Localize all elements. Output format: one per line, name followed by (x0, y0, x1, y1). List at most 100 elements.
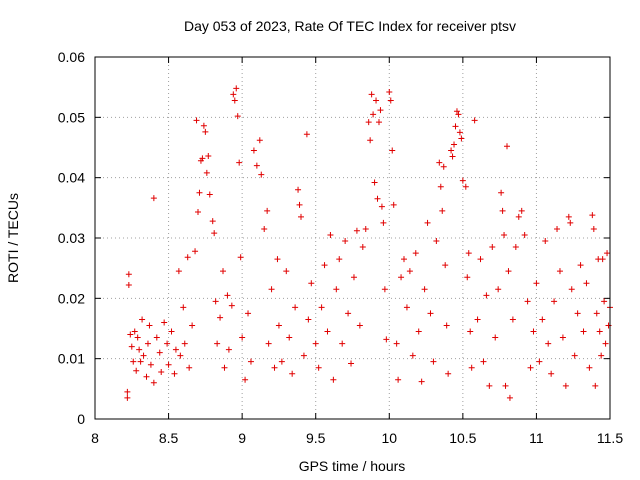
data-point (165, 361, 172, 368)
data-point (239, 334, 246, 341)
data-point (124, 388, 131, 395)
data-point (468, 364, 475, 371)
data-point (275, 322, 282, 329)
data-point (605, 322, 612, 329)
data-point (415, 328, 422, 335)
data-point (164, 340, 171, 347)
data-point (598, 352, 605, 359)
data-point (318, 304, 325, 311)
data-point (348, 360, 355, 367)
data-point (292, 304, 299, 311)
data-point (221, 364, 228, 371)
data-point (333, 286, 340, 293)
data-point (571, 352, 578, 359)
data-point (247, 358, 254, 365)
x-tick-label: 10.5 (449, 430, 476, 446)
data-point (477, 256, 484, 263)
data-point (443, 322, 450, 329)
data-point (498, 189, 505, 196)
data-point (515, 213, 522, 220)
data-point (381, 286, 388, 293)
data-point (506, 394, 513, 401)
data-point (527, 364, 534, 371)
y-tick-label: 0.04 (58, 170, 85, 186)
data-point (590, 225, 597, 232)
data-point (137, 358, 144, 365)
data-point (380, 219, 387, 226)
data-point (189, 322, 196, 329)
data-point (303, 131, 310, 138)
data-point (554, 225, 561, 232)
data-point (602, 340, 609, 347)
data-point (448, 147, 455, 154)
data-point (202, 128, 209, 135)
data-point (200, 122, 207, 129)
data-point (406, 268, 413, 275)
data-point (486, 382, 493, 389)
data-point (521, 231, 528, 238)
data-point (146, 322, 153, 329)
data-point (483, 292, 490, 299)
data-point (505, 268, 512, 275)
data-point (212, 298, 219, 305)
data-point (136, 346, 143, 353)
data-point (180, 304, 187, 311)
data-point (193, 117, 200, 124)
data-point (305, 316, 312, 323)
data-point (386, 88, 393, 95)
data-point (330, 376, 337, 383)
data-point (274, 256, 281, 263)
data-point (140, 352, 147, 359)
data-point (437, 183, 444, 190)
data-point (474, 316, 481, 323)
data-point (278, 358, 285, 365)
data-point (458, 135, 465, 142)
y-axis-label: ROTI / TECUs (5, 193, 21, 283)
data-point (390, 201, 397, 208)
data-point (495, 286, 502, 293)
data-point (286, 334, 293, 341)
data-point (542, 238, 549, 245)
data-point (147, 361, 154, 368)
data-point (168, 328, 175, 335)
data-point (181, 340, 188, 347)
data-point (139, 316, 146, 323)
data-point (258, 171, 265, 178)
data-point (378, 203, 385, 210)
plot-frame (94, 56, 611, 420)
data-point (345, 310, 352, 317)
data-point (233, 85, 240, 92)
data-point (256, 137, 263, 144)
data-point (230, 91, 237, 98)
data-point (295, 186, 302, 193)
data-point (424, 219, 431, 226)
data-point (172, 346, 179, 353)
y-tick-label: 0.02 (58, 290, 85, 306)
x-tick-label: 11 (529, 430, 544, 446)
data-point (125, 271, 132, 278)
data-point (456, 129, 463, 136)
data-point (433, 238, 440, 245)
data-point (574, 310, 581, 317)
data-point (393, 340, 400, 347)
data-point (548, 370, 555, 377)
data-point (250, 147, 257, 154)
data-point (601, 298, 608, 305)
data-point (144, 340, 151, 347)
data-point (421, 286, 428, 293)
x-tick-labels: 8 8.5 9 9.5 10 10.5 11 11.5 (91, 430, 623, 446)
data-point (459, 177, 466, 184)
data-point (362, 225, 369, 232)
data-point (489, 244, 496, 251)
data-point (205, 152, 212, 159)
data-point (480, 358, 487, 365)
data-point (228, 302, 235, 309)
data-point (195, 209, 201, 216)
data-point (370, 111, 377, 118)
data-point (436, 159, 443, 166)
data-point (409, 352, 416, 359)
data-point (451, 141, 458, 148)
y-tick-label: 0.03 (58, 230, 85, 246)
grid-lines (95, 57, 610, 419)
data-point (175, 268, 182, 275)
